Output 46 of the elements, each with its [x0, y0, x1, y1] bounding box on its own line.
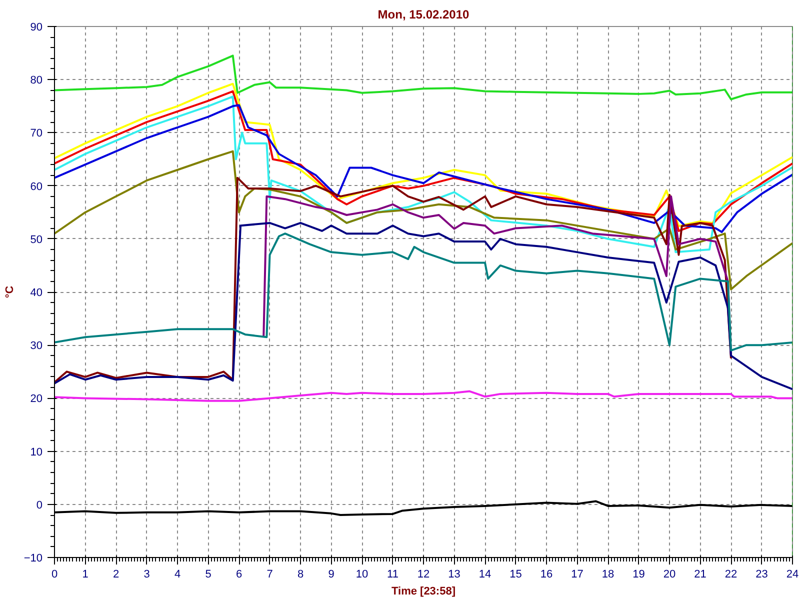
- x-tick-label: 6: [236, 568, 242, 580]
- y-tick-label: 20: [30, 393, 43, 406]
- x-tick-label: 14: [478, 568, 492, 580]
- y-tick-label: 70: [30, 128, 43, 140]
- x-axis-title: Time [23:58]: [392, 586, 456, 598]
- x-tick-label: 11: [387, 568, 398, 580]
- x-tick-label: 9: [328, 568, 334, 580]
- y-axis-title: °C: [4, 286, 16, 298]
- x-tick-label: 22: [724, 568, 738, 580]
- x-tick-label: 20: [663, 568, 676, 580]
- line-series: [54, 222, 792, 390]
- x-tick-label: 1: [82, 568, 88, 580]
- x-tick-label: 19: [632, 568, 645, 580]
- x-tick-label: 7: [266, 568, 273, 580]
- x-tick-label: 21: [694, 568, 706, 580]
- x-tick-label: 0: [51, 568, 58, 580]
- y-tick-label: 50: [30, 234, 43, 246]
- x-tick-label: 23: [756, 568, 768, 580]
- line-series: [54, 390, 792, 402]
- line-series: [54, 176, 732, 384]
- x-tick-label: 15: [510, 568, 522, 580]
- x-tick-label: 4: [174, 568, 181, 580]
- x-tick-label: 16: [540, 568, 553, 580]
- y-tick-label: −10: [24, 552, 43, 564]
- x-tick-label: 17: [571, 568, 584, 580]
- y-tick-label: 80: [30, 74, 43, 87]
- line-series: [54, 54, 792, 100]
- x-tick-label: 3: [144, 568, 150, 580]
- y-tick-label: 30: [30, 340, 43, 352]
- x-tick-label: 18: [602, 568, 614, 580]
- y-tick-label: 10: [30, 446, 43, 458]
- x-tick-label: 2: [112, 568, 120, 580]
- x-tick-label: 12: [417, 568, 430, 580]
- line-series: [54, 96, 792, 254]
- x-tick-label: 13: [448, 568, 460, 580]
- y-tick-label: 40: [30, 287, 43, 299]
- line-series: [54, 150, 792, 290]
- y-tick-label: 0: [36, 499, 43, 512]
- x-tick-label: 8: [297, 568, 304, 580]
- x-tick-label: 10: [356, 568, 368, 580]
- chart-title: Mon, 15.02.2010: [378, 8, 470, 22]
- y-tick-label: 60: [30, 180, 43, 193]
- line-series: [54, 232, 792, 352]
- y-tick-label: 90: [30, 22, 43, 34]
- x-tick-label: 5: [205, 568, 212, 580]
- x-tick-label: 24: [786, 568, 799, 580]
